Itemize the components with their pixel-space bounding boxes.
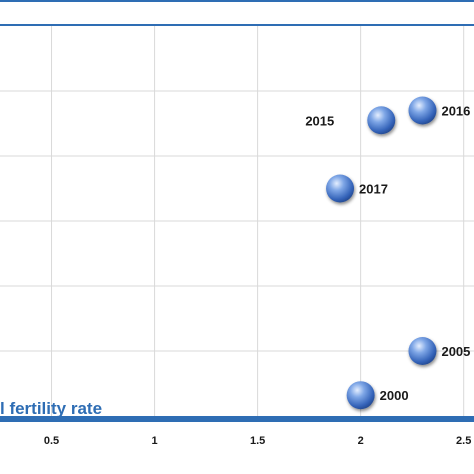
- top-border: [0, 0, 474, 2]
- data-point-label: 2015: [305, 113, 334, 128]
- data-point-label: 2017: [359, 182, 388, 197]
- data-point: 2000: [346, 381, 409, 410]
- x-tick-label: 0.5: [44, 435, 59, 447]
- data-point: 2005: [408, 337, 470, 365]
- x-tick-label: 1: [152, 435, 158, 447]
- x-tick-label: 1.5: [250, 435, 265, 447]
- data-point-label: 2016: [441, 104, 470, 119]
- data-point: 2017: [326, 174, 388, 203]
- top-inner-border: [0, 24, 474, 26]
- x-tick-labels: 0.5 1 1.5 2 2.5: [44, 435, 471, 447]
- gridlines: [0, 26, 474, 416]
- data-point-marker: [346, 381, 375, 410]
- data-point-label: 2000: [380, 388, 409, 403]
- x-axis-title: l fertility rate: [0, 399, 102, 418]
- data-point-label: 2005: [441, 344, 470, 359]
- data-point: 2015: [305, 106, 396, 135]
- data-point-marker: [408, 96, 437, 125]
- x-tick-label: 2: [358, 435, 364, 447]
- data-point-marker: [408, 337, 437, 365]
- data-point-marker: [367, 106, 396, 135]
- data-points: 2000 2005 2017 2015 2016: [305, 96, 470, 410]
- data-point: 2016: [408, 96, 470, 125]
- x-axis-band: [0, 416, 474, 422]
- x-tick-label: 2.5: [456, 435, 471, 447]
- data-point-marker: [326, 174, 355, 203]
